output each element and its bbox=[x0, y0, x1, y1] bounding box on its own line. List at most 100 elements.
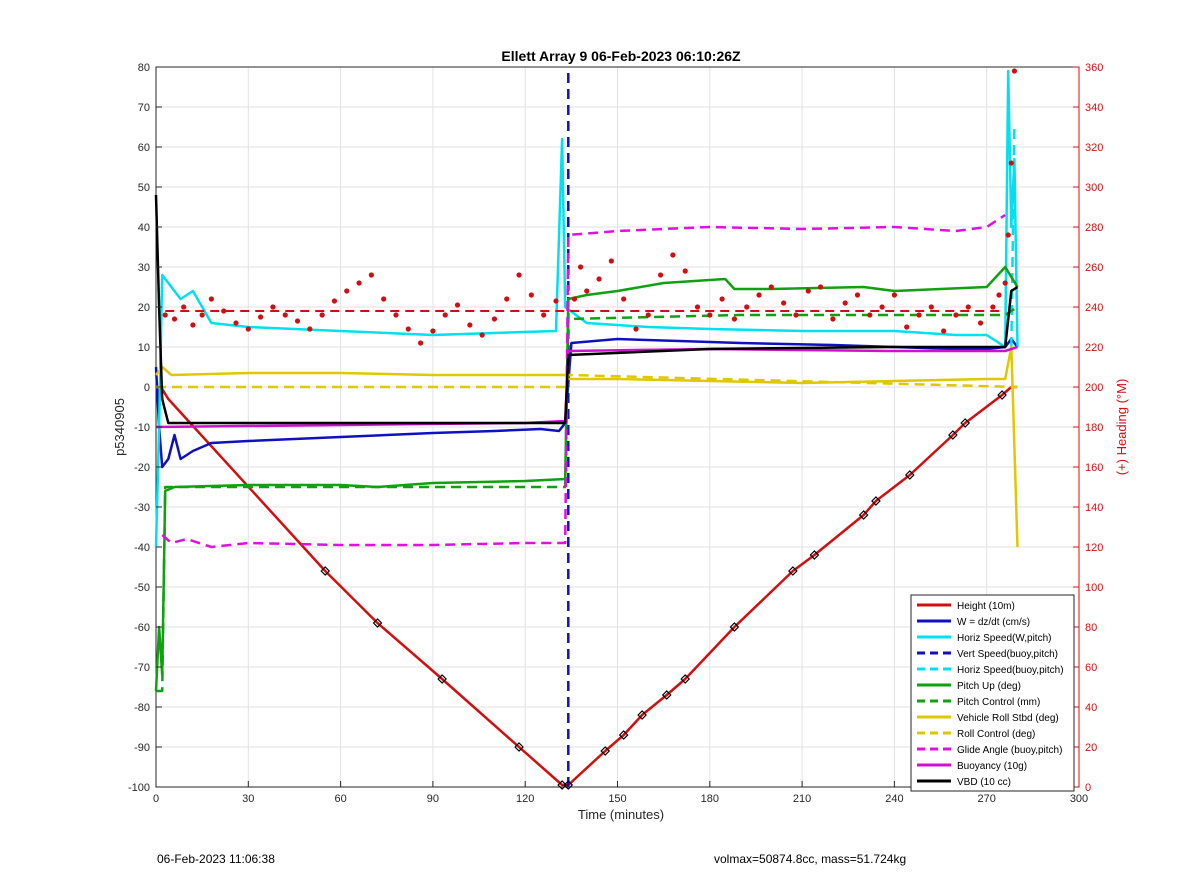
y-tick-label: 20 bbox=[138, 302, 150, 314]
y2-tick-label: 200 bbox=[1085, 382, 1103, 394]
heading-point bbox=[584, 288, 590, 294]
height-marker bbox=[858, 510, 869, 520]
y2-tick-label: 140 bbox=[1085, 502, 1103, 514]
series-line-pitch bbox=[156, 305, 1019, 693]
legend-label: Pitch Control (mm) bbox=[957, 697, 1040, 708]
heading-point bbox=[916, 312, 922, 318]
legend-label: W = dz/dt (cm/s) bbox=[957, 617, 1030, 628]
height-marker bbox=[320, 566, 331, 576]
heading-point bbox=[842, 300, 848, 306]
heading-point bbox=[467, 322, 473, 328]
y-tick-label: 40 bbox=[138, 222, 150, 234]
height-marker bbox=[637, 710, 647, 720]
height-marker bbox=[948, 430, 958, 440]
y2-tick-label: 220 bbox=[1085, 342, 1103, 354]
heading-point bbox=[245, 326, 251, 332]
y2-tick-label: 100 bbox=[1085, 582, 1103, 594]
y-tick-label: 30 bbox=[138, 262, 150, 274]
heading-point bbox=[294, 318, 301, 324]
legend-label: Roll Control (deg) bbox=[957, 729, 1035, 740]
y2-axis-label: (+) Heading (°M) bbox=[1114, 379, 1129, 476]
height-marker bbox=[437, 674, 447, 684]
height-marker bbox=[661, 690, 672, 700]
y-axis-label: p5340905 bbox=[112, 398, 127, 456]
heading-point bbox=[504, 296, 510, 302]
y-tick-label: -90 bbox=[134, 742, 150, 754]
y-tick-label: -80 bbox=[134, 702, 150, 714]
series-line-height bbox=[155, 385, 1018, 787]
heading-point bbox=[516, 272, 522, 278]
heading-point bbox=[867, 312, 873, 318]
y2-tick-label: 320 bbox=[1085, 142, 1103, 154]
series-line-vbd bbox=[154, 194, 1019, 425]
heading-point bbox=[719, 296, 725, 302]
legend-label: Vehicle Roll Stbd (deg) bbox=[957, 713, 1059, 724]
height-marker bbox=[788, 566, 798, 576]
y2-tick-label: 60 bbox=[1085, 662, 1097, 674]
legend-label: Glide Angle (buoy,pitch) bbox=[957, 745, 1062, 756]
heading-point bbox=[258, 314, 264, 320]
footer-volmax: volmax=50874.8cc, mass=51.724kg bbox=[714, 852, 907, 866]
y2-tick-label: 80 bbox=[1085, 622, 1097, 634]
y-tick-label: -60 bbox=[134, 622, 150, 634]
y-tick-label: 60 bbox=[138, 142, 150, 154]
legend-label: Height (10m) bbox=[957, 601, 1015, 612]
series-line-horiz bbox=[154, 69, 1019, 548]
x-tick-label: 150 bbox=[608, 793, 626, 805]
y-tick-label: 0 bbox=[144, 382, 150, 394]
heading-point bbox=[830, 316, 836, 322]
heading-point bbox=[199, 312, 205, 318]
heading-point bbox=[817, 284, 824, 290]
series-line-pitch bbox=[154, 265, 1019, 692]
heading-point bbox=[208, 296, 214, 302]
heading-point bbox=[1005, 232, 1011, 238]
heading-point bbox=[282, 312, 288, 318]
y-tick-label: 10 bbox=[138, 342, 150, 354]
y2-tick-label: 20 bbox=[1085, 742, 1097, 754]
series-line-glide bbox=[161, 213, 1006, 549]
chart-title: Ellett Array 9 06-Feb-2023 06:10:26Z bbox=[501, 48, 741, 64]
y2-tick-label: 300 bbox=[1085, 182, 1103, 194]
heading-point bbox=[996, 292, 1002, 298]
heading-point bbox=[541, 312, 547, 318]
y-tick-label: 70 bbox=[138, 102, 150, 114]
heading-point bbox=[744, 304, 750, 310]
height-marker bbox=[557, 780, 567, 790]
y-tick-label: -50 bbox=[134, 582, 150, 594]
heading-point bbox=[633, 326, 639, 332]
footer-timestamp: 06-Feb-2023 11:06:38 bbox=[157, 852, 275, 866]
height-marker bbox=[871, 496, 881, 506]
height-marker bbox=[372, 618, 383, 628]
heading-point bbox=[756, 292, 762, 298]
x-tick-label: 180 bbox=[701, 793, 719, 805]
heading-point bbox=[430, 328, 436, 334]
heading-point bbox=[307, 326, 313, 332]
heading-point bbox=[793, 312, 799, 318]
heading-point bbox=[162, 312, 168, 318]
heading-point bbox=[682, 268, 688, 274]
heading-point bbox=[181, 304, 187, 310]
heading-point bbox=[344, 288, 350, 294]
heading-point bbox=[368, 272, 374, 278]
height-marker bbox=[904, 470, 915, 480]
legend-label: Horiz Speed(W,pitch) bbox=[957, 633, 1051, 644]
legend-label: Horiz Speed(buoy,pitch) bbox=[957, 665, 1064, 676]
x-tick-label: 270 bbox=[978, 793, 996, 805]
heading-point bbox=[1008, 160, 1014, 166]
heading-point bbox=[781, 300, 787, 306]
heading-point bbox=[608, 258, 614, 264]
heading-point bbox=[928, 304, 934, 310]
height-marker bbox=[809, 550, 820, 560]
heading-point bbox=[621, 296, 627, 302]
x-tick-label: 120 bbox=[516, 793, 534, 805]
y-tick-label: -100 bbox=[128, 782, 150, 794]
x-tick-label: 0 bbox=[153, 793, 159, 805]
heading-point bbox=[953, 312, 959, 318]
y2-tick-label: 240 bbox=[1085, 302, 1103, 314]
heading-point bbox=[891, 292, 898, 298]
y2-tick-label: 0 bbox=[1085, 782, 1091, 794]
y2-tick-label: 260 bbox=[1085, 262, 1103, 274]
heading-point bbox=[854, 292, 861, 298]
height-marker bbox=[997, 390, 1007, 400]
legend: Height (10m) W = dz/dt (cm/s) Horiz Speed(… bbox=[910, 594, 1075, 792]
